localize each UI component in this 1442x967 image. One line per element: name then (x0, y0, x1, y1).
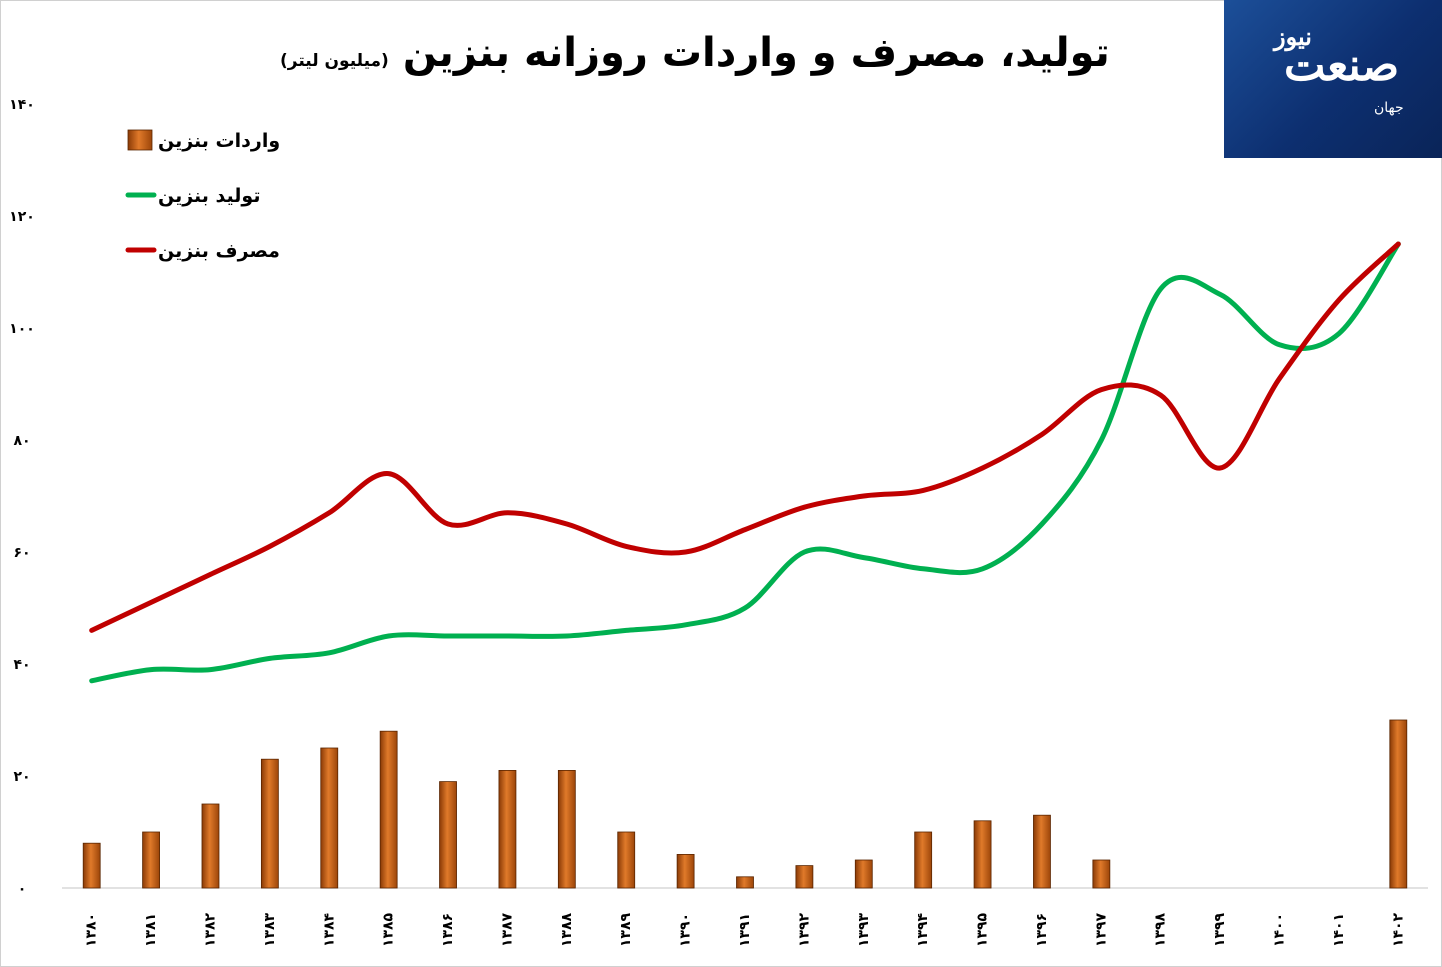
logo-word-industry: صنعت (1284, 40, 1400, 91)
x-axis-ticks: ۱۳۸۰ ۱۳۸۱ ۱۳۸۲ ۱۳۸۳ ۱۳۸۴ ۱۳۸۵ ۱۳۸۶ ۱۳۸۷ ۱۳۸۸ ۱۳۸۹… (84, 912, 1407, 947)
y-tick-label: ۲۰ (13, 769, 30, 785)
legend: واردات بنزین تولید بنزین مصرف بنزین (125, 129, 280, 262)
import-bar (320, 747, 339, 889)
x-tick-label: ۱۳۸۴ (321, 912, 337, 947)
x-tick-label: ۱۳۹۳ (856, 912, 872, 947)
x-tick-label: ۱۳۹۸ (1153, 912, 1169, 947)
legend-production: تولید بنزین (125, 185, 260, 207)
import-bar (439, 781, 457, 889)
production-line (89, 241, 1401, 684)
import-bars (82, 719, 1408, 889)
legend-label: تولید بنزین (158, 185, 260, 207)
x-tick-label: ۱۳۸۶ (440, 913, 456, 947)
import-bar (676, 854, 695, 889)
import-bar (142, 831, 160, 889)
publisher-logo: نیوز صنعت جهان (1224, 0, 1442, 158)
x-tick-label: ۱۳۹۹ (1212, 912, 1228, 947)
x-tick-label: ۱۳۸۵ (381, 912, 397, 947)
import-bar (736, 876, 754, 889)
import-bar (1389, 719, 1408, 889)
import-bar (973, 820, 992, 889)
x-tick-label: ۱۳۸۲ (202, 912, 218, 947)
import-bar (1033, 814, 1051, 889)
x-tick-label: ۱۳۹۱ (737, 913, 753, 947)
legend-label: مصرف بنزین (158, 240, 280, 262)
import-bar (82, 842, 101, 889)
x-tick-label: ۱۴۰۲ (1390, 912, 1406, 947)
title-block: تولید، مصرف و واردات روزانه بنزین (میلیون… (280, 30, 1160, 100)
y-tick-label: ۴۰ (13, 657, 30, 673)
series-lines (89, 241, 1401, 684)
logo-word-world: جهان (1374, 100, 1404, 116)
chart-subtitle: (میلیون لیتر) (280, 51, 389, 71)
logo-word-news: نیوز (1274, 22, 1312, 51)
x-tick-label: ۱۴۰۱ (1331, 913, 1347, 947)
import-bar (498, 770, 517, 889)
legend-imports: واردات بنزین (127, 129, 280, 152)
import-bar (617, 831, 636, 889)
import-bar (201, 803, 220, 889)
x-tick-label: ۱۴۰۰ (1272, 913, 1288, 947)
x-tick-label: ۱۳۸۰ (84, 913, 100, 947)
y-tick-label: ۱۴۰ (9, 97, 35, 113)
import-bar (557, 770, 576, 889)
import-bar (914, 831, 933, 889)
y-tick-label: ۶۰ (13, 545, 30, 561)
x-tick-label: ۱۳۹۵ (975, 912, 991, 947)
import-bar (795, 865, 814, 889)
x-tick-label: ۱۳۹۶ (1034, 913, 1050, 947)
x-tick-label: ۱۳۸۹ (618, 912, 634, 947)
x-tick-label: ۱۳۸۱ (143, 913, 159, 947)
consumption-line (89, 241, 1401, 633)
x-tick-label: ۱۳۹۷ (1093, 912, 1109, 947)
y-tick-label: ۱۲۰ (9, 209, 35, 225)
legend-label: واردات بنزین (158, 130, 280, 152)
x-tick-label: ۱۳۸۷ (499, 912, 515, 947)
legend-swatch-bar (127, 129, 153, 151)
import-bar (379, 730, 398, 889)
chart-title: تولید، مصرف و واردات روزانه بنزین (402, 30, 1110, 76)
import-bar (260, 758, 279, 889)
import-bar (854, 859, 873, 889)
x-tick-label: ۱۳۹۴ (915, 912, 931, 947)
y-tick-label: ۰ (18, 881, 27, 897)
y-tick-label: ۱۰۰ (9, 321, 35, 337)
x-tick-label: ۱۳۹۰ (678, 913, 694, 947)
x-tick-label: ۱۳۸۸ (559, 912, 575, 947)
y-axis: ۰ ۲۰ ۴۰ ۶۰ ۸۰ ۱۰۰ ۱۲۰ ۱۴۰ (9, 97, 35, 897)
x-tick-label: ۱۳۸۳ (262, 912, 278, 947)
y-tick-label: ۸۰ (13, 433, 30, 449)
legend-consumption: مصرف بنزین (125, 240, 280, 262)
import-bar (1092, 859, 1111, 889)
x-tick-label: ۱۳۹۲ (796, 912, 812, 947)
